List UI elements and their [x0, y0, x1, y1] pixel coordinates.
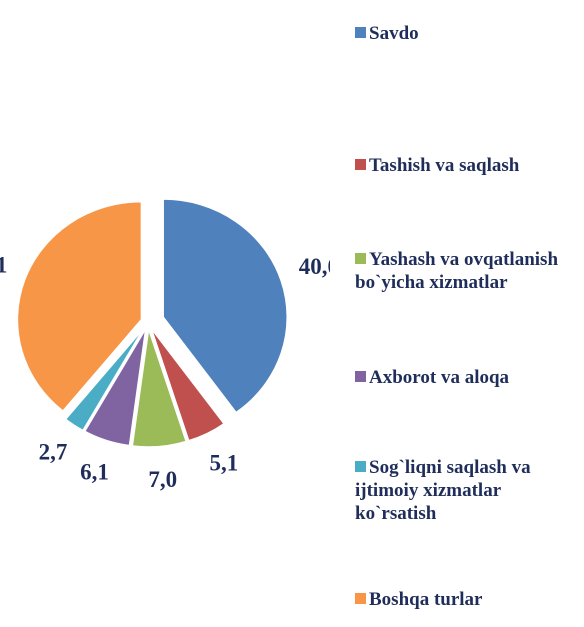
pie-slice — [131, 328, 188, 448]
pie-slice — [150, 327, 226, 442]
legend-entry: Savdo — [355, 22, 580, 45]
data-label: 7,0 — [148, 467, 177, 492]
legend-entry: Axborot va aloqa — [355, 366, 580, 389]
pie-slice — [16, 200, 143, 413]
data-label: 5,1 — [210, 450, 239, 475]
legend-label: Tashish va saqlash — [369, 155, 520, 176]
pie-slice — [83, 328, 147, 447]
pie-slice — [162, 198, 288, 414]
legend-entry: Tashish va saqlash — [355, 154, 580, 177]
data-label: 39,1 — [0, 253, 7, 278]
data-label: 6,1 — [80, 459, 109, 484]
legend-swatch — [355, 461, 366, 472]
legend-label: Sog`liqni saqlash va ijtimoiy xizmatlar … — [355, 457, 531, 524]
legend-label: Axborot va aloqa — [369, 367, 510, 388]
data-label: 2,7 — [39, 440, 68, 465]
chart: 40,0 5,1 7,0 6,1 2,7 39,1 — [0, 198, 330, 492]
pie-slice — [64, 327, 145, 432]
legend-entry: Boshqa turlar — [355, 588, 580, 611]
data-label: 40,0 — [299, 254, 330, 279]
legend-swatch — [355, 253, 366, 264]
legend-label: Yashash va ovqatlanish bo`yicha xizmatla… — [355, 249, 559, 293]
legend-label: Boshqa turlar — [369, 589, 483, 610]
legend-entry: Sog`liqni saqlash va ijtimoiy xizmatlar … — [355, 456, 580, 525]
legend-swatch — [355, 371, 366, 382]
legend-entry: Yashash va ovqatlanish bo`yicha xizmatla… — [355, 248, 580, 294]
legend-swatch — [355, 159, 366, 170]
legend-swatch — [355, 27, 366, 38]
legend-label: Savdo — [369, 23, 419, 44]
legend-swatch — [355, 593, 366, 604]
